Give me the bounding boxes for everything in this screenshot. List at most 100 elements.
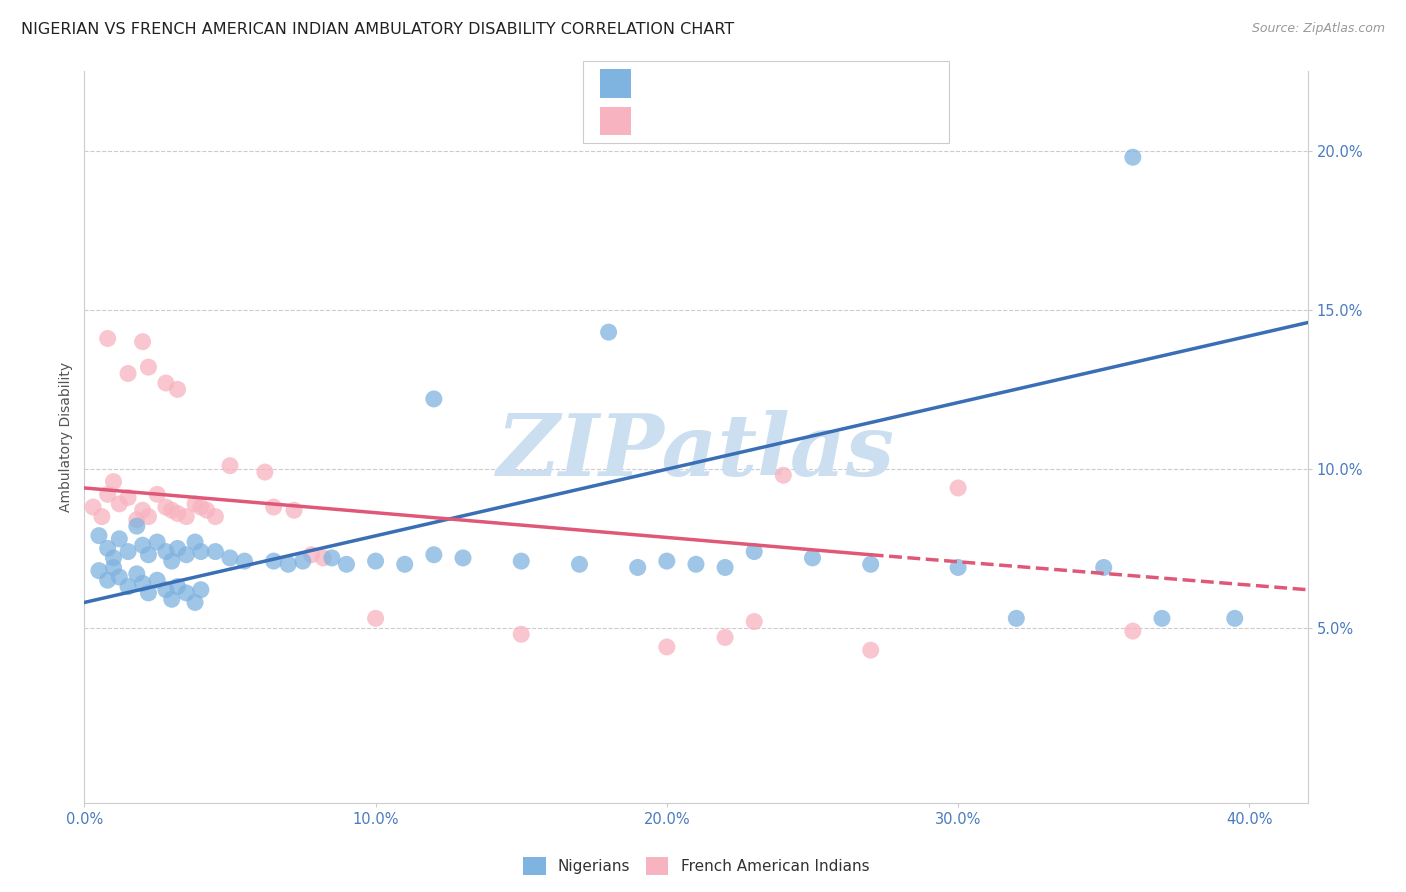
Point	[1122, 624, 1144, 638]
Text: R =: R =	[647, 112, 683, 130]
Point	[1223, 611, 1246, 625]
Point	[301, 548, 323, 562]
Point	[155, 544, 177, 558]
Point	[859, 643, 882, 657]
Text: Source: ZipAtlas.com: Source: ZipAtlas.com	[1251, 22, 1385, 36]
Point	[233, 554, 256, 568]
Point	[204, 544, 226, 558]
Point	[146, 573, 169, 587]
Point	[108, 497, 131, 511]
Point	[184, 497, 207, 511]
Point	[1005, 611, 1028, 625]
Point	[117, 491, 139, 505]
Point	[1150, 611, 1173, 625]
Point	[160, 554, 183, 568]
Y-axis label: Ambulatory Disability: Ambulatory Disability	[59, 362, 73, 512]
Text: ZIPatlas: ZIPatlas	[496, 410, 896, 493]
Point	[451, 550, 474, 565]
Text: N =: N =	[759, 112, 796, 130]
Point	[568, 558, 591, 572]
Point	[335, 558, 357, 572]
Point	[166, 541, 188, 556]
Text: 58: 58	[801, 74, 824, 93]
Point	[131, 334, 153, 349]
Point	[364, 611, 387, 625]
Point	[117, 367, 139, 381]
Point	[87, 529, 110, 543]
Point	[714, 560, 737, 574]
Point	[394, 558, 416, 572]
Point	[125, 519, 148, 533]
Point	[685, 558, 707, 572]
Point	[291, 554, 314, 568]
Point	[97, 541, 120, 556]
Point	[714, 631, 737, 645]
Point	[103, 475, 125, 489]
Point	[155, 582, 177, 597]
Text: -0.132: -0.132	[693, 112, 752, 130]
Point	[627, 560, 650, 574]
Point	[155, 500, 177, 514]
Text: 0.426: 0.426	[693, 74, 745, 93]
Point	[166, 507, 188, 521]
Point	[131, 576, 153, 591]
Point	[946, 481, 969, 495]
Point	[87, 564, 110, 578]
Point	[1092, 560, 1115, 574]
Point	[219, 550, 242, 565]
Point	[263, 500, 285, 514]
Point	[312, 550, 335, 565]
Point	[174, 509, 197, 524]
Point	[742, 544, 765, 558]
Point	[146, 487, 169, 501]
Point	[946, 560, 969, 574]
Point	[219, 458, 242, 473]
Point	[423, 548, 446, 562]
Point	[155, 376, 177, 390]
Point	[138, 548, 160, 562]
Point	[772, 468, 794, 483]
Point	[125, 566, 148, 581]
Point	[423, 392, 446, 406]
Point	[97, 331, 120, 345]
Point	[190, 544, 212, 558]
Point	[204, 509, 226, 524]
Point	[138, 509, 160, 524]
Point	[108, 532, 131, 546]
Point	[138, 586, 160, 600]
Point	[138, 360, 160, 375]
Point	[97, 487, 120, 501]
Text: N =: N =	[759, 74, 796, 93]
Point	[184, 595, 207, 609]
Text: 39: 39	[801, 112, 825, 130]
Point	[174, 548, 197, 562]
Point	[166, 383, 188, 397]
Point	[131, 538, 153, 552]
Point	[510, 554, 533, 568]
Point	[195, 503, 218, 517]
Point	[190, 500, 212, 514]
Point	[283, 503, 305, 517]
Point	[131, 503, 153, 517]
Point	[253, 465, 276, 479]
Point	[103, 560, 125, 574]
Legend: Nigerians, French American Indians: Nigerians, French American Indians	[515, 849, 877, 883]
Text: R =: R =	[647, 74, 683, 93]
Point	[742, 615, 765, 629]
Point	[184, 535, 207, 549]
Point	[166, 580, 188, 594]
Point	[82, 500, 104, 514]
Point	[103, 550, 125, 565]
Point	[263, 554, 285, 568]
Point	[160, 592, 183, 607]
Point	[146, 535, 169, 549]
Point	[859, 558, 882, 572]
Point	[801, 550, 824, 565]
Point	[117, 544, 139, 558]
Point	[90, 509, 112, 524]
Point	[117, 580, 139, 594]
Point	[364, 554, 387, 568]
Text: NIGERIAN VS FRENCH AMERICAN INDIAN AMBULATORY DISABILITY CORRELATION CHART: NIGERIAN VS FRENCH AMERICAN INDIAN AMBUL…	[21, 22, 734, 37]
Point	[598, 325, 620, 339]
Point	[655, 640, 678, 654]
